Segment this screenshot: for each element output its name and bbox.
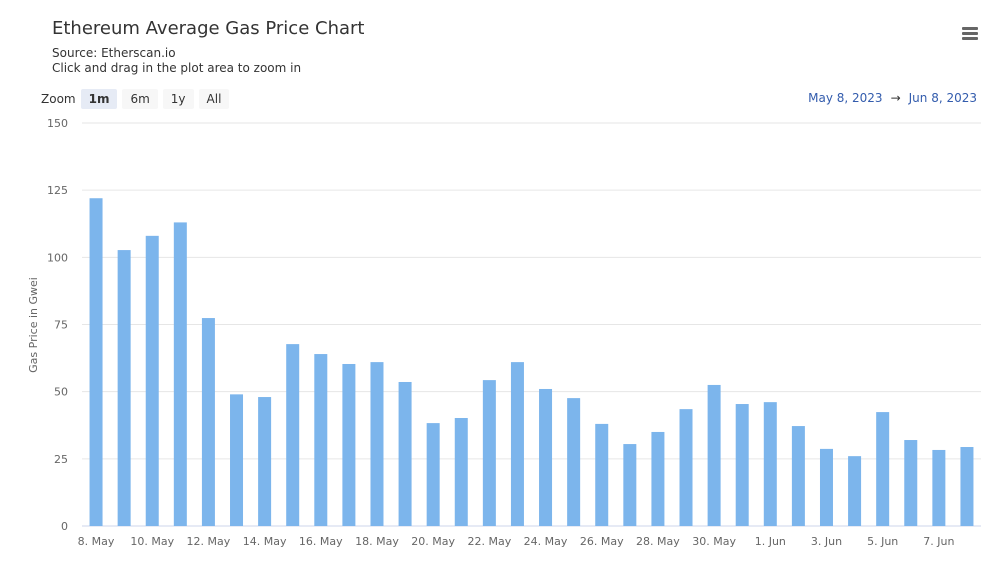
y-tick-label: 75 xyxy=(54,319,68,332)
y-tick-label: 150 xyxy=(47,117,68,130)
x-tick-label: 26. May xyxy=(580,535,624,548)
bar[interactable] xyxy=(960,447,974,526)
x-tick-label: 30. May xyxy=(692,535,736,548)
y-tick-label: 25 xyxy=(54,453,68,466)
bar[interactable] xyxy=(398,381,412,526)
bar[interactable] xyxy=(454,417,468,526)
bar[interactable] xyxy=(567,398,581,526)
x-tick-label: 14. May xyxy=(243,535,287,548)
x-tick-label: 10. May xyxy=(130,535,174,548)
chart-source: Source: Etherscan.io xyxy=(52,46,176,60)
y-tick-label: 50 xyxy=(54,386,68,399)
zoom-1m-button[interactable]: 1m xyxy=(80,89,118,109)
bar[interactable] xyxy=(932,449,946,526)
bar[interactable] xyxy=(89,198,103,526)
bar[interactable] xyxy=(791,426,805,526)
x-tick-label: 7. Jun xyxy=(923,535,954,548)
bar[interactable] xyxy=(623,444,637,526)
bar[interactable] xyxy=(735,404,749,526)
bar[interactable] xyxy=(904,440,918,526)
hamburger-menu-icon[interactable] xyxy=(962,27,978,42)
bar[interactable] xyxy=(482,380,496,526)
bar[interactable] xyxy=(707,384,721,526)
bar[interactable] xyxy=(595,423,609,526)
bar[interactable] xyxy=(539,388,553,526)
x-tick-label: 28. May xyxy=(636,535,680,548)
range-to-input[interactable]: Jun 8, 2023 xyxy=(908,91,977,105)
x-tick-label: 3. Jun xyxy=(811,535,842,548)
bar[interactable] xyxy=(342,363,356,526)
x-tick-label: 8. May xyxy=(78,535,115,548)
x-tick-label: 22. May xyxy=(467,535,511,548)
bar[interactable] xyxy=(876,412,890,526)
bar[interactable] xyxy=(510,362,524,526)
bar[interactable] xyxy=(314,354,328,526)
bar[interactable] xyxy=(230,394,244,526)
zoom-1y-button[interactable]: 1y xyxy=(162,89,194,109)
x-tick-label: 18. May xyxy=(355,535,399,548)
bar[interactable] xyxy=(819,448,833,526)
zoom-6m-button[interactable]: 6m xyxy=(122,89,158,109)
chart-title: Ethereum Average Gas Price Chart xyxy=(52,18,365,39)
bar[interactable] xyxy=(651,431,665,526)
bar[interactable] xyxy=(370,362,384,526)
x-tick-label: 5. Jun xyxy=(867,535,898,548)
y-tick-label: 125 xyxy=(47,184,68,197)
zoom-selector: Zoom 1m 6m 1y All xyxy=(41,89,230,109)
bar[interactable] xyxy=(145,235,159,526)
chart-hint: Click and drag in the plot area to zoom … xyxy=(52,61,302,75)
bar[interactable] xyxy=(426,423,440,526)
bar[interactable] xyxy=(173,222,187,526)
arrow-right-icon: → xyxy=(890,91,901,105)
y-axis-label: Gas Price in Gwei xyxy=(27,277,40,373)
range-from-input[interactable]: May 8, 2023 xyxy=(808,91,883,105)
bar[interactable] xyxy=(679,409,693,526)
y-tick-label: 0 xyxy=(61,520,68,533)
x-tick-label: 24. May xyxy=(524,535,568,548)
bar[interactable] xyxy=(763,402,777,526)
zoom-label: Zoom xyxy=(41,92,76,106)
y-tick-label: 100 xyxy=(47,251,68,264)
bar[interactable] xyxy=(201,318,215,526)
zoom-all-button[interactable]: All xyxy=(198,89,230,109)
x-tick-label: 20. May xyxy=(411,535,455,548)
bar[interactable] xyxy=(258,397,272,526)
x-tick-label: 12. May xyxy=(187,535,231,548)
bar[interactable] xyxy=(286,344,300,526)
x-tick-label: 1. Jun xyxy=(755,535,786,548)
x-tick-label: 16. May xyxy=(299,535,343,548)
bar[interactable] xyxy=(848,456,862,526)
bar[interactable] xyxy=(117,250,131,526)
date-range: May 8, 2023 → Jun 8, 2023 xyxy=(808,91,977,105)
